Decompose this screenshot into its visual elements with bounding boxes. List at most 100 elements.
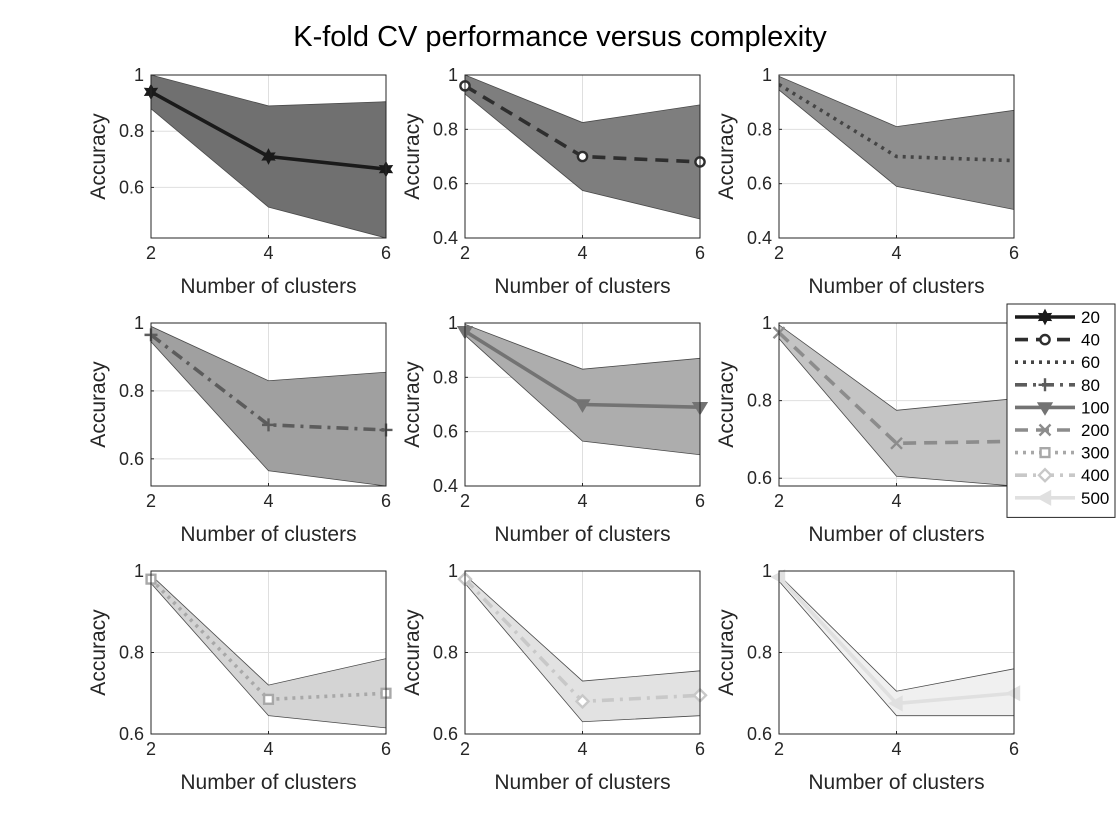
x-tick-label: 2 (460, 243, 470, 263)
data-point-40-4 (576, 150, 589, 163)
legend-item-80: 80 (1015, 376, 1100, 395)
legend-label: 100 (1081, 398, 1109, 417)
data-point-200-4 (890, 436, 903, 450)
legend-label: 20 (1081, 308, 1100, 327)
x-tick-label: 2 (460, 491, 470, 511)
legend-marker-80 (1038, 378, 1052, 392)
x-tick-label: 4 (577, 491, 587, 511)
y-tick-label: 0.4 (433, 476, 458, 496)
x-tick-label: 2 (774, 491, 784, 511)
y-tick-label: 1 (448, 65, 458, 85)
x-axis-label: Number of clusters (180, 275, 356, 298)
x-tick-label: 2 (146, 243, 156, 263)
confidence-band-80 (151, 325, 386, 486)
confidence-band-400 (465, 574, 700, 723)
subplot-400: 2 4 6 0.6 0.8 1 Number of clusters Accuracy (401, 561, 708, 794)
x-tick-label: 4 (577, 243, 587, 263)
legend-label: 500 (1081, 489, 1109, 508)
subplot-40: 2 4 6 0.4 0.6 0.8 1 Number of clusters Accuracy (401, 65, 706, 298)
legend-label: 40 (1081, 331, 1100, 350)
x-tick-label: 2 (146, 739, 156, 759)
series-line-60 (779, 82, 1014, 163)
y-tick-label: 0.8 (433, 119, 458, 139)
x-tick-label: 6 (695, 243, 705, 263)
x-tick-label: 2 (774, 739, 784, 759)
confidence-band-300 (151, 574, 386, 729)
subplot-500: 2 4 6 0.6 0.8 1 Number of clusters Accuracy (715, 561, 1021, 794)
x-tick-label: 2 (460, 739, 470, 759)
legend-item-60: 60 (1015, 353, 1100, 372)
x-tick-label: 4 (891, 243, 901, 263)
data-point-300-4 (262, 693, 275, 705)
subplot-60: 2 4 6 0.4 0.6 0.8 1 Number of clusters Accuracy (715, 65, 1019, 298)
x-tick-label: 6 (381, 491, 391, 511)
legend-marker-20 (1037, 308, 1053, 326)
x-tick-label: 6 (381, 739, 391, 759)
x-tick-label: 6 (695, 491, 705, 511)
legend: 20 40 60 80 100 200 300 400 500 (1006, 303, 1116, 518)
y-tick-label: 1 (762, 313, 772, 333)
y-axis-label: Accuracy (401, 113, 424, 200)
confidence-band-500 (779, 574, 1014, 717)
x-tick-label: 4 (577, 739, 587, 759)
series-line-80 (151, 333, 386, 432)
legend-item-200: 200 (1015, 421, 1109, 440)
plot-area (779, 75, 1014, 210)
legend-item-100: 100 (1015, 398, 1109, 417)
y-tick-label: 0.6 (119, 449, 144, 469)
y-axis-label: Accuracy (715, 361, 738, 448)
legend-marker-100 (1036, 402, 1054, 416)
x-axis-label: Number of clusters (494, 275, 670, 298)
y-axis-label: Accuracy (715, 113, 738, 200)
y-tick-label: 1 (448, 561, 458, 581)
legend-item-300: 300 (1015, 444, 1109, 463)
x-axis-label: Number of clusters (494, 771, 670, 794)
y-tick-label: 1 (762, 561, 772, 581)
y-tick-label: 1 (134, 561, 144, 581)
x-tick-label: 2 (146, 491, 156, 511)
plot-area (779, 324, 1014, 486)
x-axis-label: Number of clusters (494, 523, 670, 546)
y-tick-label: 0.6 (433, 174, 458, 194)
confidence-band-100 (465, 323, 700, 456)
x-axis-label: Number of clusters (808, 523, 984, 546)
y-tick-label: 0.4 (747, 228, 772, 248)
y-tick-label: 0.6 (747, 468, 772, 488)
legend-label: 200 (1081, 421, 1109, 440)
x-axis-label: Number of clusters (180, 771, 356, 794)
y-tick-label: 0.8 (433, 643, 458, 663)
y-tick-label: 1 (448, 313, 458, 333)
y-tick-label: 0.8 (747, 391, 772, 411)
y-axis-label: Accuracy (715, 609, 738, 696)
legend-marker-300 (1039, 447, 1051, 459)
figure-title: K-fold CV performance versus complexity (293, 21, 827, 53)
series-line-200 (779, 331, 1014, 446)
y-tick-label: 0.8 (433, 367, 458, 387)
y-tick-label: 0.6 (433, 724, 458, 744)
x-tick-label: 4 (891, 739, 901, 759)
x-tick-label: 6 (1009, 243, 1019, 263)
subplot-100: 2 4 6 0.4 0.6 0.8 1 Number of clusters Accuracy (401, 313, 709, 546)
legend-marker-200 (1038, 423, 1052, 437)
legend-marker-400 (1037, 467, 1053, 483)
x-tick-label: 4 (263, 739, 273, 759)
x-tick-label: 4 (263, 243, 273, 263)
x-axis-label: Number of clusters (808, 275, 984, 298)
legend-item-40: 40 (1015, 331, 1100, 350)
plot-area (151, 325, 386, 486)
y-axis-label: Accuracy (87, 361, 110, 448)
x-tick-label: 6 (1009, 739, 1019, 759)
data-point-100-4 (574, 399, 591, 413)
y-tick-label: 1 (134, 65, 144, 85)
y-axis-label: Accuracy (87, 609, 110, 696)
legend-label: 60 (1081, 353, 1100, 372)
legend-label: 400 (1081, 466, 1109, 485)
y-tick-label: 0.6 (747, 174, 772, 194)
data-point-500-4 (887, 695, 903, 712)
y-axis-label: Accuracy (401, 361, 424, 448)
y-tick-label: 0.6 (747, 724, 772, 744)
y-tick-label: 0.8 (119, 381, 144, 401)
x-tick-label: 2 (774, 243, 784, 263)
